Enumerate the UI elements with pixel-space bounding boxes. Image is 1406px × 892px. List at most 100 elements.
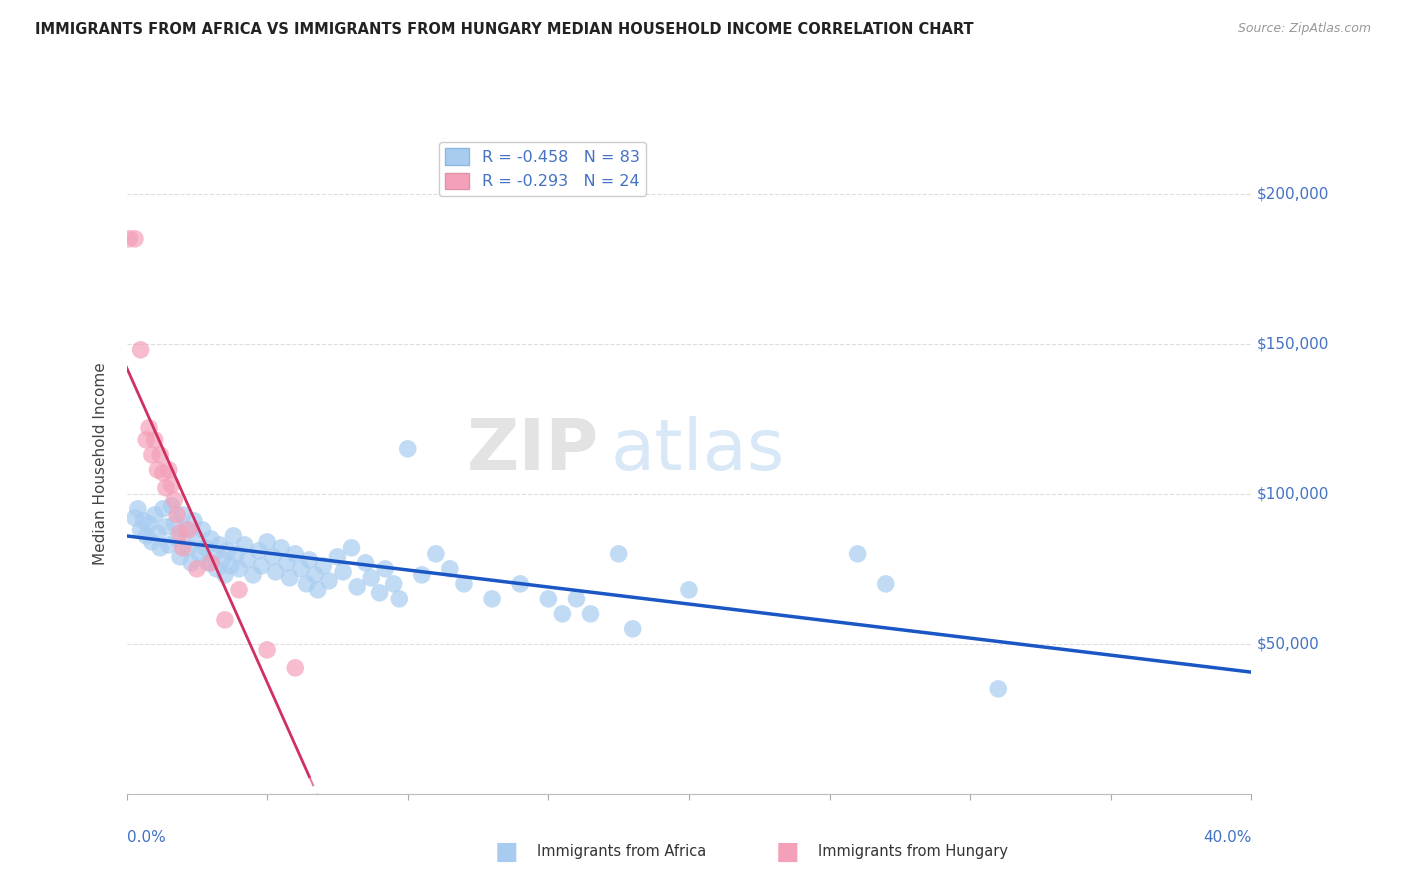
Point	[129, 523, 152, 537]
Point	[202, 547, 225, 561]
Point	[295, 577, 318, 591]
Point	[987, 681, 1010, 696]
Text: ■: ■	[776, 840, 799, 863]
Text: ZIP: ZIP	[467, 417, 599, 485]
Point	[177, 541, 200, 555]
Point	[579, 607, 602, 621]
Point	[157, 463, 180, 477]
Point	[163, 492, 186, 507]
Point	[149, 541, 172, 555]
Point	[211, 553, 233, 567]
Legend: R = -0.458   N = 83, R = -0.293   N = 24: R = -0.458 N = 83, R = -0.293 N = 24	[439, 142, 647, 195]
Text: IMMIGRANTS FROM AFRICA VS IMMIGRANTS FROM HUNGARY MEDIAN HOUSEHOLD INCOME CORREL: IMMIGRANTS FROM AFRICA VS IMMIGRANTS FRO…	[35, 22, 974, 37]
Point	[875, 577, 897, 591]
Point	[163, 516, 186, 531]
Point	[138, 516, 160, 531]
Point	[169, 549, 191, 564]
Point	[481, 591, 503, 606]
Point	[242, 567, 264, 582]
Point	[276, 556, 298, 570]
Point	[439, 562, 461, 576]
Text: $100,000: $100,000	[1257, 486, 1329, 501]
Point	[846, 547, 869, 561]
Point	[368, 586, 391, 600]
Point	[197, 556, 219, 570]
Point	[205, 562, 228, 576]
Point	[183, 514, 205, 528]
Point	[312, 558, 335, 573]
Text: $50,000: $50,000	[1257, 636, 1320, 651]
Point	[188, 547, 211, 561]
Point	[180, 556, 202, 570]
Point	[146, 525, 169, 540]
Point	[155, 520, 177, 534]
Text: Source: ZipAtlas.com: Source: ZipAtlas.com	[1237, 22, 1371, 36]
Point	[228, 582, 250, 597]
Point	[228, 562, 250, 576]
Point	[160, 499, 183, 513]
Point	[200, 532, 222, 546]
Point	[166, 532, 188, 546]
Text: 0.0%: 0.0%	[127, 830, 166, 846]
Point	[307, 582, 329, 597]
Point	[332, 565, 354, 579]
Point	[138, 421, 160, 435]
Point	[346, 580, 368, 594]
Point	[174, 523, 197, 537]
Point	[298, 553, 321, 567]
Point	[172, 541, 194, 555]
Point	[146, 463, 169, 477]
Point	[217, 544, 239, 558]
Point	[208, 538, 231, 552]
Text: atlas: atlas	[610, 417, 785, 485]
Point	[264, 565, 287, 579]
Point	[135, 433, 157, 447]
Point	[270, 541, 292, 555]
Point	[360, 571, 382, 585]
Point	[152, 501, 174, 516]
Point	[537, 591, 560, 606]
Point	[214, 567, 236, 582]
Point	[191, 523, 214, 537]
Point	[256, 643, 278, 657]
Point	[124, 511, 146, 525]
Point	[194, 541, 217, 555]
Point	[382, 577, 405, 591]
Point	[278, 571, 301, 585]
Point	[509, 577, 531, 591]
Point	[425, 547, 447, 561]
Point	[149, 448, 172, 462]
Point	[219, 558, 242, 573]
Point	[135, 529, 157, 543]
Point	[304, 567, 326, 582]
Point	[141, 448, 163, 462]
Point	[127, 501, 149, 516]
Point	[453, 577, 475, 591]
Point	[250, 558, 273, 573]
Point	[143, 508, 166, 522]
Point	[318, 574, 340, 588]
Point	[354, 556, 377, 570]
Point	[155, 481, 177, 495]
Point	[129, 343, 152, 357]
Point	[200, 556, 222, 570]
Point	[152, 466, 174, 480]
Point	[124, 232, 146, 246]
Point	[143, 433, 166, 447]
Text: $150,000: $150,000	[1257, 336, 1329, 351]
Point	[141, 534, 163, 549]
Point	[565, 591, 588, 606]
Text: ■: ■	[495, 840, 517, 863]
Point	[233, 538, 256, 552]
Point	[396, 442, 419, 456]
Point	[166, 508, 188, 522]
Point	[225, 547, 247, 561]
Point	[160, 478, 183, 492]
Point	[284, 547, 307, 561]
Point	[186, 532, 208, 546]
Point	[551, 607, 574, 621]
Point	[621, 622, 644, 636]
Point	[222, 529, 245, 543]
Point	[157, 538, 180, 552]
Point	[388, 591, 411, 606]
